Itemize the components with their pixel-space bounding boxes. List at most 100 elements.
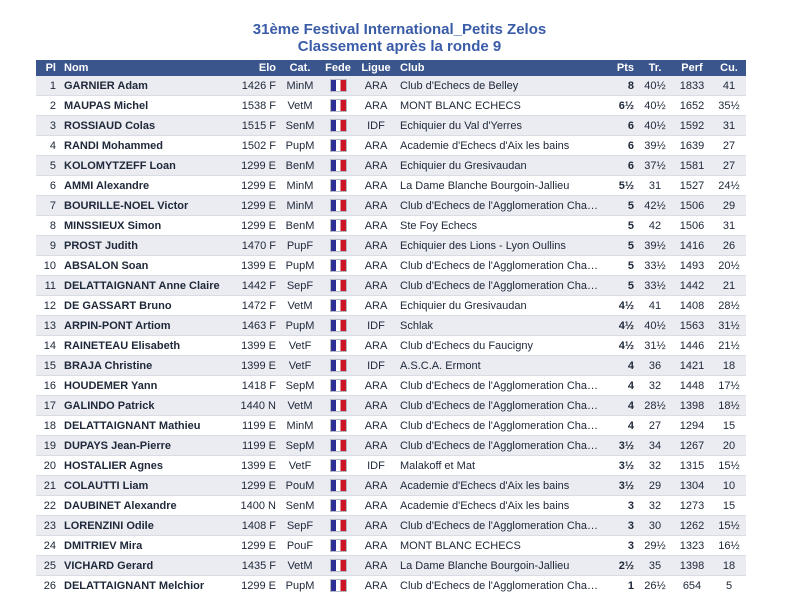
table-row: 21 COLAUTTI Liam 1299 E PouM ARA Academie d'E… (36, 475, 746, 496)
header-row: Pl Nom Elo Cat. Fede Ligue Club Pts Tr. … (36, 60, 746, 76)
rank-cell: 10 (36, 255, 60, 276)
player-name-cell: RAINETEAU Elisabeth (60, 335, 228, 356)
elo-cell: 1299 E (228, 535, 280, 556)
rank-cell: 7 (36, 195, 60, 216)
table-row: 24 DMITRIEV Mira 1299 E PouF ARA MONT BLANC E… (36, 535, 746, 556)
category-cell: VetF (280, 455, 320, 476)
player-name-cell: HOUDEMER Yann (60, 375, 228, 396)
performance-cell: 654 (672, 575, 712, 592)
table-row: 8 MINSSIEUX Simon 1299 E BenM ARA Ste Foy Ech… (36, 215, 746, 236)
category-cell: SepF (280, 275, 320, 296)
federation-cell (320, 395, 356, 416)
points-cell: 4 (606, 415, 638, 436)
player-name-cell: ROSSIAUD Colas (60, 115, 228, 136)
league-cell: ARA (356, 475, 396, 496)
performance-cell: 1323 (672, 535, 712, 556)
points-cell: 2½ (606, 555, 638, 576)
tiebreak-cell: 27 (638, 415, 672, 436)
rank-cell: 2 (36, 95, 60, 116)
elo-cell: 1299 E (228, 575, 280, 592)
category-cell: PupM (280, 315, 320, 336)
federation-cell (320, 135, 356, 156)
rank-cell: 8 (36, 215, 60, 236)
player-name-cell: DELATTAIGNANT Anne Claire (60, 275, 228, 296)
rank-cell: 14 (36, 335, 60, 356)
tiebreak-cell: 29½ (638, 535, 672, 556)
cumulative-cell: 18 (712, 355, 746, 376)
table-row: 18 DELATTAIGNANT Mathieu 1199 E MinM ARA Club… (36, 415, 746, 436)
tiebreak-cell: 30 (638, 515, 672, 536)
table-row: 2 MAUPAS Michel 1538 F VetM ARA MONT BLANC EC… (36, 95, 746, 116)
league-cell: ARA (356, 175, 396, 196)
france-flag-icon (329, 279, 347, 292)
tiebreak-cell: 36 (638, 355, 672, 376)
category-cell: SepM (280, 375, 320, 396)
player-name-cell: PROST Judith (60, 235, 228, 256)
tiebreak-cell: 35 (638, 555, 672, 576)
rank-cell: 11 (36, 275, 60, 296)
league-cell: ARA (356, 295, 396, 316)
federation-cell (320, 295, 356, 316)
elo-cell: 1435 F (228, 555, 280, 576)
performance-cell: 1581 (672, 155, 712, 176)
club-cell: Club d'Echecs de Belley (396, 76, 606, 96)
performance-cell: 1294 (672, 415, 712, 436)
league-cell: ARA (356, 95, 396, 116)
federation-cell (320, 435, 356, 456)
points-cell: 1 (606, 575, 638, 592)
cumulative-cell: 18½ (712, 395, 746, 416)
table-row: 25 VICHARD Gerard 1435 F VetM ARA La Dame Bla… (36, 555, 746, 576)
table-row: 20 HOSTALIER Agnes 1399 E VetF IDF Malakoff e… (36, 455, 746, 476)
points-cell: 5 (606, 215, 638, 236)
club-cell: Club d'Echecs de l'Agglomeration Chambe.… (396, 575, 606, 592)
points-cell: 6 (606, 135, 638, 156)
cumulative-cell: 21½ (712, 335, 746, 356)
tiebreak-cell: 40½ (638, 315, 672, 336)
tiebreak-cell: 37½ (638, 155, 672, 176)
performance-cell: 1448 (672, 375, 712, 396)
category-cell: MinM (280, 175, 320, 196)
france-flag-icon (329, 399, 347, 412)
rank-cell: 23 (36, 515, 60, 536)
league-cell: ARA (356, 195, 396, 216)
performance-cell: 1398 (672, 395, 712, 416)
column-header-category: Cat. (280, 60, 320, 76)
points-cell: 3½ (606, 435, 638, 456)
tiebreak-cell: 32 (638, 375, 672, 396)
cumulative-cell: 29 (712, 195, 746, 216)
elo-cell: 1463 F (228, 315, 280, 336)
elo-cell: 1515 F (228, 115, 280, 136)
france-flag-icon (329, 199, 347, 212)
column-header-club: Club (396, 60, 606, 76)
club-cell: A.S.C.A. Ermont (396, 355, 606, 376)
player-name-cell: MINSSIEUX Simon (60, 215, 228, 236)
club-cell: Academie d'Echecs d'Aix les bains (396, 135, 606, 156)
points-cell: 4½ (606, 335, 638, 356)
rank-cell: 25 (36, 555, 60, 576)
elo-cell: 1440 N (228, 395, 280, 416)
column-header-tiebreak: Tr. (638, 60, 672, 76)
table-row: 17 GALINDO Patrick 1440 N VetM ARA Club d'Ech… (36, 395, 746, 416)
rank-cell: 24 (36, 535, 60, 556)
club-cell: Academie d'Echecs d'Aix les bains (396, 495, 606, 516)
tiebreak-cell: 33½ (638, 275, 672, 296)
cumulative-cell: 5 (712, 575, 746, 592)
tiebreak-cell: 31½ (638, 335, 672, 356)
rank-cell: 22 (36, 495, 60, 516)
performance-cell: 1267 (672, 435, 712, 456)
cumulative-cell: 16½ (712, 535, 746, 556)
points-cell: 4½ (606, 295, 638, 316)
player-name-cell: DELATTAIGNANT Mathieu (60, 415, 228, 436)
federation-cell (320, 535, 356, 556)
player-name-cell: HOSTALIER Agnes (60, 455, 228, 476)
elo-cell: 1299 E (228, 175, 280, 196)
performance-cell: 1262 (672, 515, 712, 536)
club-cell: La Dame Blanche Bourgoin-Jallieu (396, 175, 606, 196)
cumulative-cell: 20 (712, 435, 746, 456)
elo-cell: 1199 E (228, 435, 280, 456)
table-row: 15 BRAJA Christine 1399 E VetF IDF A.S.C.A. E… (36, 355, 746, 376)
page-subtitle: Classement après la ronde 9 (297, 38, 502, 55)
elo-cell: 1538 F (228, 95, 280, 116)
rank-cell: 18 (36, 415, 60, 436)
category-cell: SenM (280, 495, 320, 516)
